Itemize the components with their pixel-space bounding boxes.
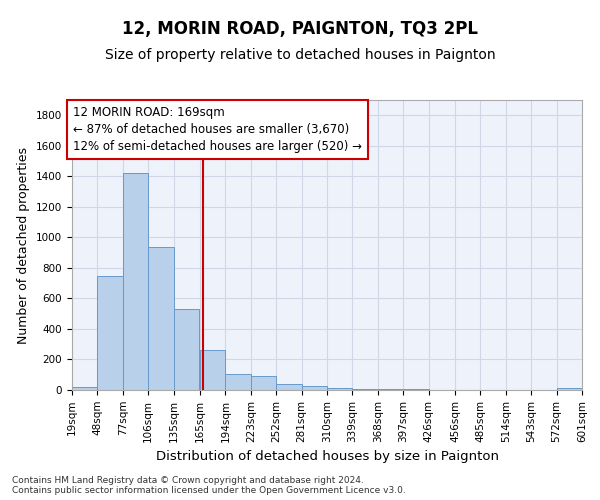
Bar bbox=[557, 388, 582, 390]
Bar bbox=[123, 174, 148, 390]
Bar bbox=[97, 276, 123, 390]
Text: Contains HM Land Registry data © Crown copyright and database right 2024.
Contai: Contains HM Land Registry data © Crown c… bbox=[12, 476, 406, 495]
Bar bbox=[327, 388, 352, 390]
Bar bbox=[148, 247, 173, 390]
Bar bbox=[403, 389, 428, 390]
Text: 12, MORIN ROAD, PAIGNTON, TQ3 2PL: 12, MORIN ROAD, PAIGNTON, TQ3 2PL bbox=[122, 20, 478, 38]
Bar bbox=[276, 384, 302, 390]
Text: 12 MORIN ROAD: 169sqm
← 87% of detached houses are smaller (3,670)
12% of semi-d: 12 MORIN ROAD: 169sqm ← 87% of detached … bbox=[73, 106, 362, 153]
Y-axis label: Number of detached properties: Number of detached properties bbox=[17, 146, 31, 344]
Text: Size of property relative to detached houses in Paignton: Size of property relative to detached ho… bbox=[104, 48, 496, 62]
Bar bbox=[226, 374, 251, 390]
Bar bbox=[378, 389, 403, 390]
Bar bbox=[251, 376, 276, 390]
Bar bbox=[72, 386, 97, 390]
Bar bbox=[200, 350, 226, 390]
Bar bbox=[173, 309, 199, 390]
X-axis label: Distribution of detached houses by size in Paignton: Distribution of detached houses by size … bbox=[155, 450, 499, 463]
Bar bbox=[352, 389, 378, 390]
Bar bbox=[302, 386, 327, 390]
